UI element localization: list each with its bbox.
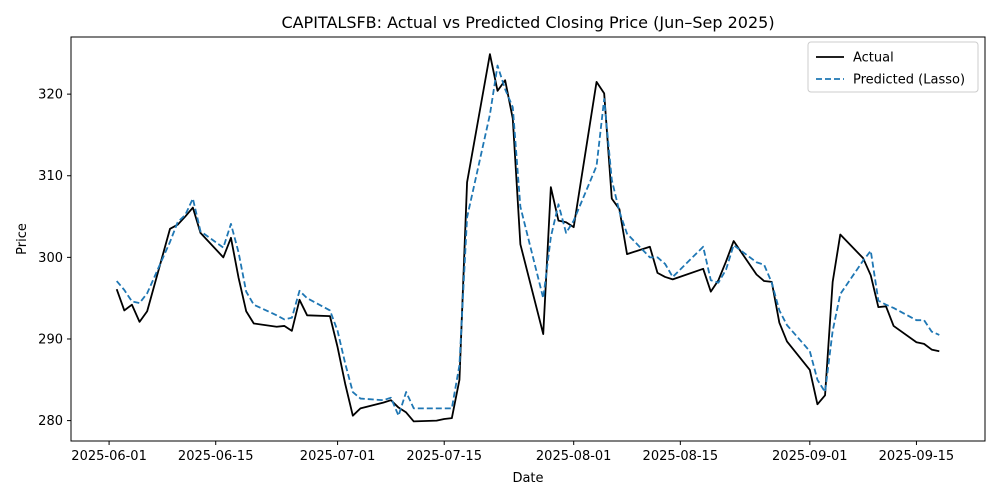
series-layer (115, 53, 940, 423)
actual-series-line (115, 53, 940, 423)
x-tick-label: 2025-08-01 (536, 449, 612, 464)
legend-label: Actual (853, 51, 894, 66)
x-axis: 2025-06-01 2025-06-15 2025-07-01 2025-07-15… (71, 441, 954, 464)
legend-box (807, 41, 979, 93)
y-tick-label: 280 (38, 414, 63, 429)
y-tick-label: 300 (38, 251, 63, 266)
x-axis-label: Date (512, 471, 543, 486)
x-tick-label: 2025-07-01 (300, 449, 376, 464)
axes-frame (70, 36, 986, 442)
predicted-series-line (116, 64, 940, 417)
x-tick-label: 2025-06-15 (178, 449, 254, 464)
legend: Actual Predicted (Lasso) (807, 41, 979, 93)
x-tick-label: 2025-09-15 (879, 449, 955, 464)
legend-label: Predicted (Lasso) (853, 73, 965, 88)
y-tick-label: 290 (38, 332, 63, 347)
x-tick-label: 2025-07-15 (406, 449, 482, 464)
y-tick-label: 320 (38, 88, 63, 103)
y-axis: 280 290 300 310 320 (38, 88, 71, 429)
chart-title: CAPITALSFB: Actual vs Predicted Closing … (281, 13, 774, 32)
y-tick-label: 310 (38, 169, 63, 184)
x-tick-label: 2025-06-01 (71, 449, 147, 464)
x-tick-label: 2025-08-15 (643, 449, 719, 464)
y-axis-label: Price (15, 223, 30, 255)
x-tick-label: 2025-09-01 (772, 449, 848, 464)
